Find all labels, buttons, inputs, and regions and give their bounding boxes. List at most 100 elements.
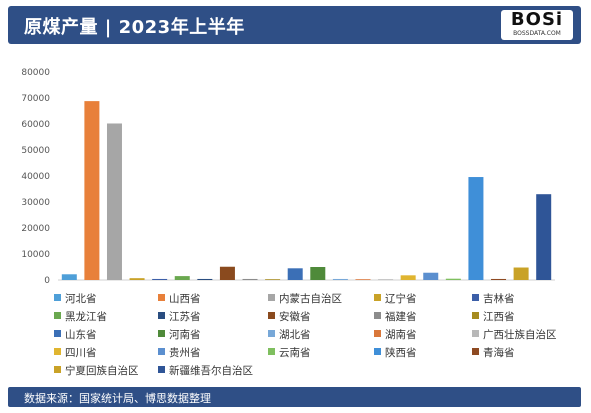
logo-main-text: BOSi — [510, 9, 564, 30]
bar: 河南省 — [310, 267, 326, 280]
legend-swatch — [54, 294, 61, 301]
legend-swatch — [158, 366, 165, 373]
source-footer: 数据来源：国家统计局、博思数据整理 — [8, 387, 581, 407]
bar: 湖北省 — [332, 278, 348, 280]
legend-swatch — [472, 294, 479, 301]
legend-swatch — [374, 294, 381, 301]
legend-swatch — [158, 330, 165, 337]
bar-chart: 0 10000 20000 30000 40000 50000 60000 70000 8000… — [21, 68, 555, 286]
bar: 江西省 — [265, 279, 281, 280]
y-tick-label: 20000 — [21, 224, 50, 234]
bar: 陕西省 — [468, 177, 484, 280]
y-tick-label: 40000 — [21, 172, 50, 182]
legend-label: 安徽省 — [279, 311, 311, 323]
legend-item: 山东省 — [54, 327, 97, 342]
bar: 宁夏回族自治区 — [513, 267, 529, 280]
legend-item: 福建省 — [374, 309, 417, 324]
bar: 辽宁省 — [129, 278, 145, 280]
y-tick-label: 50000 — [21, 146, 50, 156]
legend-item: 山西省 — [158, 291, 201, 306]
legend-item: 云南省 — [268, 345, 311, 360]
legend-item: 黑龙江省 — [54, 309, 107, 324]
legend-label: 江西省 — [483, 311, 515, 323]
legend-item: 江苏省 — [158, 309, 201, 324]
legend-item: 四川省 — [54, 345, 97, 360]
legend-label: 山东省 — [65, 329, 97, 341]
legend-item: 新疆维吾尔自治区 — [158, 363, 253, 378]
y-tick-label: 70000 — [21, 94, 50, 104]
legend-label: 辽宁省 — [385, 293, 417, 305]
legend-label: 广西壮族自治区 — [483, 329, 557, 341]
y-axis: 0 10000 20000 30000 40000 50000 60000 70000 8000… — [21, 68, 50, 286]
legend-item: 吉林省 — [472, 291, 515, 306]
legend-swatch — [374, 330, 381, 337]
legend-label: 贵州省 — [169, 347, 201, 359]
bar: 贵州省 — [423, 272, 439, 280]
legend-item: 安徽省 — [268, 309, 311, 324]
legend-swatch — [158, 294, 165, 301]
y-tick-label: 80000 — [21, 68, 50, 78]
legend-item: 河北省 — [54, 291, 97, 306]
bar: 山东省 — [287, 268, 303, 280]
bar: 新疆维吾尔自治区 — [536, 194, 552, 280]
legend-item: 河南省 — [158, 327, 201, 342]
legend-swatch — [54, 366, 61, 373]
legend-label: 湖南省 — [385, 329, 417, 341]
legend-item: 湖南省 — [374, 327, 417, 342]
legend-swatch — [268, 312, 275, 319]
legend-label: 云南省 — [279, 347, 311, 359]
legend-item: 陕西省 — [374, 345, 417, 360]
legend-item: 湖北省 — [268, 327, 311, 342]
legend-label: 四川省 — [65, 347, 97, 359]
legend-swatch — [268, 294, 275, 301]
legend-label: 黑龙江省 — [65, 311, 107, 323]
bar: 福建省 — [242, 278, 258, 280]
legend-swatch — [472, 312, 479, 319]
legend-swatch — [54, 348, 61, 355]
y-tick-label: 30000 — [21, 198, 50, 208]
legend-label: 河南省 — [169, 329, 201, 341]
logo-sub-text: BOSSDATA.COM — [513, 30, 561, 37]
legend-swatch — [268, 348, 275, 355]
bar: 内蒙古自治区 — [106, 123, 122, 280]
bar: 吉林省 — [152, 278, 168, 280]
bar: 江苏省 — [197, 278, 213, 280]
legend-item: 江西省 — [472, 309, 515, 324]
chart-header: 原煤产量 | 2023年上半年 BOSi BOSSDATA.COM — [8, 6, 581, 44]
bar: 山西省 — [84, 101, 100, 281]
legend-label: 陕西省 — [385, 347, 417, 359]
legend-swatch — [374, 348, 381, 355]
data-source: 数据来源：国家统计局、博思数据整理 — [24, 392, 211, 405]
bar: 湖南省 — [355, 279, 371, 280]
bar: 安徽省 — [219, 266, 235, 280]
legend-item: 辽宁省 — [374, 291, 417, 306]
legend-label: 青海省 — [483, 347, 515, 359]
legend-label: 新疆维吾尔自治区 — [169, 365, 253, 377]
legend-swatch — [54, 330, 61, 337]
bar: 河北省 — [61, 274, 77, 280]
legend-item: 青海省 — [472, 345, 515, 360]
legend-label: 内蒙古自治区 — [279, 293, 342, 305]
legend-label: 河北省 — [65, 293, 97, 305]
y-tick-label: 10000 — [21, 250, 50, 260]
legend-swatch — [54, 312, 61, 319]
bosi-logo: BOSi BOSSDATA.COM — [501, 10, 573, 40]
legend-swatch — [158, 348, 165, 355]
legend-swatch — [268, 330, 275, 337]
y-tick-label: 0 — [44, 276, 50, 286]
legend-item: 贵州省 — [158, 345, 201, 360]
legend-label: 宁夏回族自治区 — [65, 365, 139, 377]
bar: 四川省 — [400, 275, 416, 280]
bar: 黑龙江省 — [174, 276, 190, 280]
bar: 广西壮族自治区 — [378, 279, 394, 280]
legend-swatch — [158, 312, 165, 319]
y-tick-label: 60000 — [21, 120, 50, 130]
bar: 青海省 — [491, 278, 507, 280]
legend-label: 湖北省 — [279, 329, 311, 341]
legend-item: 宁夏回族自治区 — [54, 363, 139, 378]
legend-swatch — [374, 312, 381, 319]
bar: 云南省 — [445, 278, 461, 280]
legend-label: 吉林省 — [483, 293, 515, 305]
legend-label: 山西省 — [169, 293, 201, 305]
